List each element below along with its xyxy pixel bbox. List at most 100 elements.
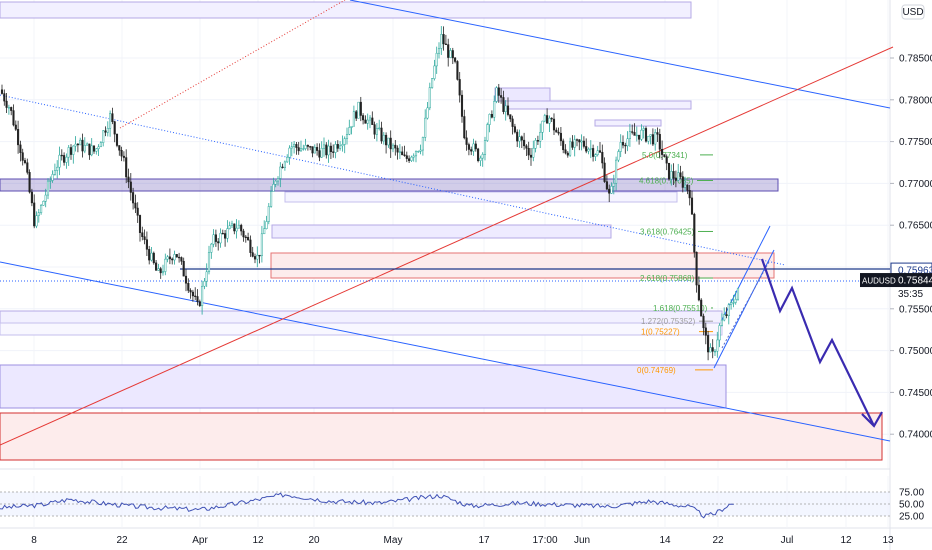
candle-body <box>348 127 351 135</box>
candle-body <box>189 290 192 293</box>
candle-body <box>127 176 130 183</box>
candle-body <box>247 237 250 241</box>
currency-badge[interactable]: USD <box>901 4 925 20</box>
candle-body <box>624 144 627 147</box>
candle-body <box>401 151 404 156</box>
candle-body <box>120 149 123 157</box>
candle-body <box>138 215 142 233</box>
candle-body <box>552 118 556 131</box>
candle-body <box>569 141 572 156</box>
candle-body <box>702 315 705 329</box>
candle-body <box>132 192 135 204</box>
candle-body <box>95 148 98 152</box>
time-tick-label: 8 <box>31 535 37 546</box>
candle-body <box>509 114 512 120</box>
candle-body <box>37 212 40 216</box>
candle-body <box>178 256 181 259</box>
fib-level-label: 1(0.75227) <box>641 328 680 337</box>
candle-body <box>7 107 10 109</box>
candle-body <box>332 151 335 153</box>
candle-body <box>212 234 215 245</box>
candle-body <box>493 101 496 118</box>
candle-body <box>88 143 91 156</box>
top-zone-box <box>0 1 692 19</box>
candle-body <box>81 139 84 152</box>
candle-body <box>217 241 220 244</box>
candle-body <box>320 148 323 158</box>
candle-body <box>293 144 296 147</box>
level-price-value: 0.75963 <box>898 266 932 277</box>
fib-level-label: 3.618(0.76425) <box>640 227 695 236</box>
candle-body <box>56 166 59 171</box>
candle-body <box>658 134 661 150</box>
time-tick-label: Apr <box>192 535 208 546</box>
candle-body <box>619 142 622 152</box>
candle-body <box>527 147 530 156</box>
candle-body <box>440 34 443 49</box>
candle-body <box>693 213 696 253</box>
candle-body <box>642 128 645 131</box>
candle-body <box>382 134 385 142</box>
candle-body <box>368 117 372 121</box>
candle-body <box>219 232 222 244</box>
candle-body <box>437 48 441 54</box>
price-tick-label: 0.75000 <box>899 346 932 357</box>
candle-body <box>157 268 160 271</box>
candle-body <box>667 162 671 180</box>
candle-body <box>306 145 309 147</box>
candle-body <box>235 227 238 232</box>
candle-body <box>638 134 641 140</box>
candle-body <box>578 139 581 143</box>
candle-body <box>458 79 461 96</box>
candle-body <box>497 87 500 96</box>
candle-body <box>51 174 54 181</box>
candle-body <box>279 166 282 179</box>
candle-body <box>233 223 236 232</box>
candle-body <box>327 145 330 156</box>
candle-body <box>187 283 190 291</box>
candle-body <box>290 146 293 149</box>
candle-body <box>398 151 401 153</box>
time-tick-label: Jun <box>574 535 590 546</box>
candle-body <box>207 252 211 273</box>
zone-0767 <box>284 191 678 203</box>
candle-body <box>470 149 473 152</box>
candle-body <box>700 299 703 317</box>
projection-arrow <box>760 258 883 428</box>
candle-body <box>615 159 618 184</box>
candle-body <box>145 239 148 250</box>
time-axis[interactable]: 8 22 Apr 12 20 May 17 17:00 Jun 14 22 Jul 12 13 <box>31 535 894 546</box>
candle-body <box>253 256 257 260</box>
candle-body <box>359 101 362 116</box>
candle-body <box>339 145 342 149</box>
candle-body <box>99 142 102 148</box>
candle-body <box>283 161 286 169</box>
candle-body <box>76 143 79 146</box>
candle-body <box>518 136 521 142</box>
price-tick-label: 0.74500 <box>899 388 932 399</box>
candle-body <box>341 144 344 147</box>
candle-body <box>467 144 470 150</box>
candle-body <box>122 155 125 158</box>
price-tick-label: 0.74000 <box>899 430 932 441</box>
candle-body <box>727 304 730 317</box>
candle-body <box>17 129 20 146</box>
candle-body <box>352 111 355 127</box>
candle-body <box>109 113 112 129</box>
candle-body <box>520 136 523 141</box>
candle-body <box>394 144 397 149</box>
candle-body <box>720 319 723 326</box>
candle-body <box>421 137 424 151</box>
fib-level-label: 2.618(0.75868) <box>640 274 695 283</box>
candle-body <box>481 154 484 159</box>
candle-body <box>550 117 553 120</box>
candle-body <box>654 132 657 145</box>
candle-body <box>571 141 574 148</box>
price-tick-label: 0.78000 <box>899 95 932 106</box>
candle-body <box>734 298 737 303</box>
candle-body <box>311 146 314 154</box>
candle-body <box>723 314 726 321</box>
candle-body <box>555 129 558 133</box>
candle-body <box>378 127 381 130</box>
